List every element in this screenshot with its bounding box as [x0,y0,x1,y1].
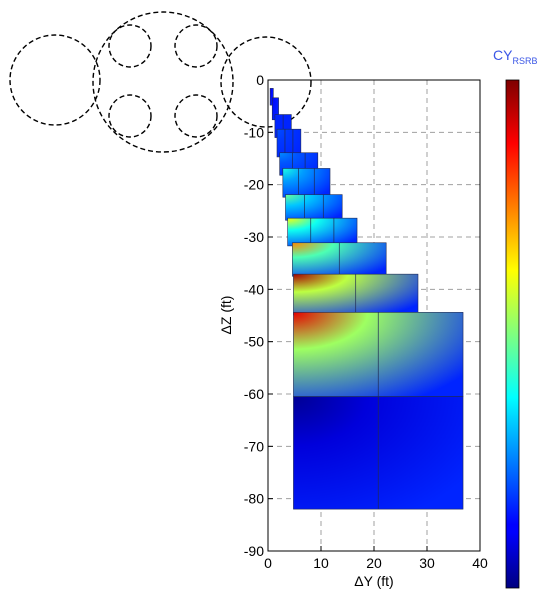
heatmap-block [287,218,358,246]
tube-upper-right-circle [174,24,218,68]
x-tick-label: 40 [472,555,488,571]
colorbar-title: CYRSRB [493,47,537,66]
center-section-circle [92,11,234,153]
tube-lower-right-circle [174,94,218,138]
y-tick-label: -50 [244,334,264,350]
colorbar-title-main: CY [493,47,513,63]
heatmap-block [285,194,343,221]
heatmap-block-outline [293,396,464,510]
tube-lower-left-circle [108,94,152,138]
y-tick-label: -90 [244,543,264,559]
y-tick-label: -60 [244,386,264,402]
heatmap-block [277,129,301,157]
y-axis-title: ΔZ (ft) [218,296,234,335]
left-section-circle [9,34,101,126]
y-tick-label: -30 [244,229,264,245]
y-tick-label: -70 [244,438,264,454]
heatmap-block-outline [269,88,274,106]
x-axis-title: ΔY (ft) [354,573,393,589]
cross-section-schematic [9,11,312,153]
heatmap-block [282,168,331,198]
colorbar [505,79,520,589]
y-tick-label: -20 [244,177,264,193]
tube-upper-left-circle [108,24,152,68]
heatmap-block [270,88,274,106]
heatmap-blocks [269,88,464,510]
y-tick-labels: 0 -10 -20 -30 -40 -50 -60 -70 -80 -90 [244,72,273,559]
x-tick-label: 30 [419,555,435,571]
y-tick-label: -10 [244,124,264,140]
x-tick-labels: 0 10 20 30 40 [264,546,488,571]
right-section-circle [220,36,312,128]
y-tick-label: -40 [244,281,264,297]
x-tick-label: 10 [313,555,329,571]
x-tick-label: 0 [264,555,272,571]
colorbar-title-sub: RSRB [512,56,537,66]
heatmap-block [272,97,279,120]
y-tick-label: 0 [256,72,264,88]
y-tick-label: -80 [244,491,264,507]
x-tick-label: 20 [366,555,382,571]
